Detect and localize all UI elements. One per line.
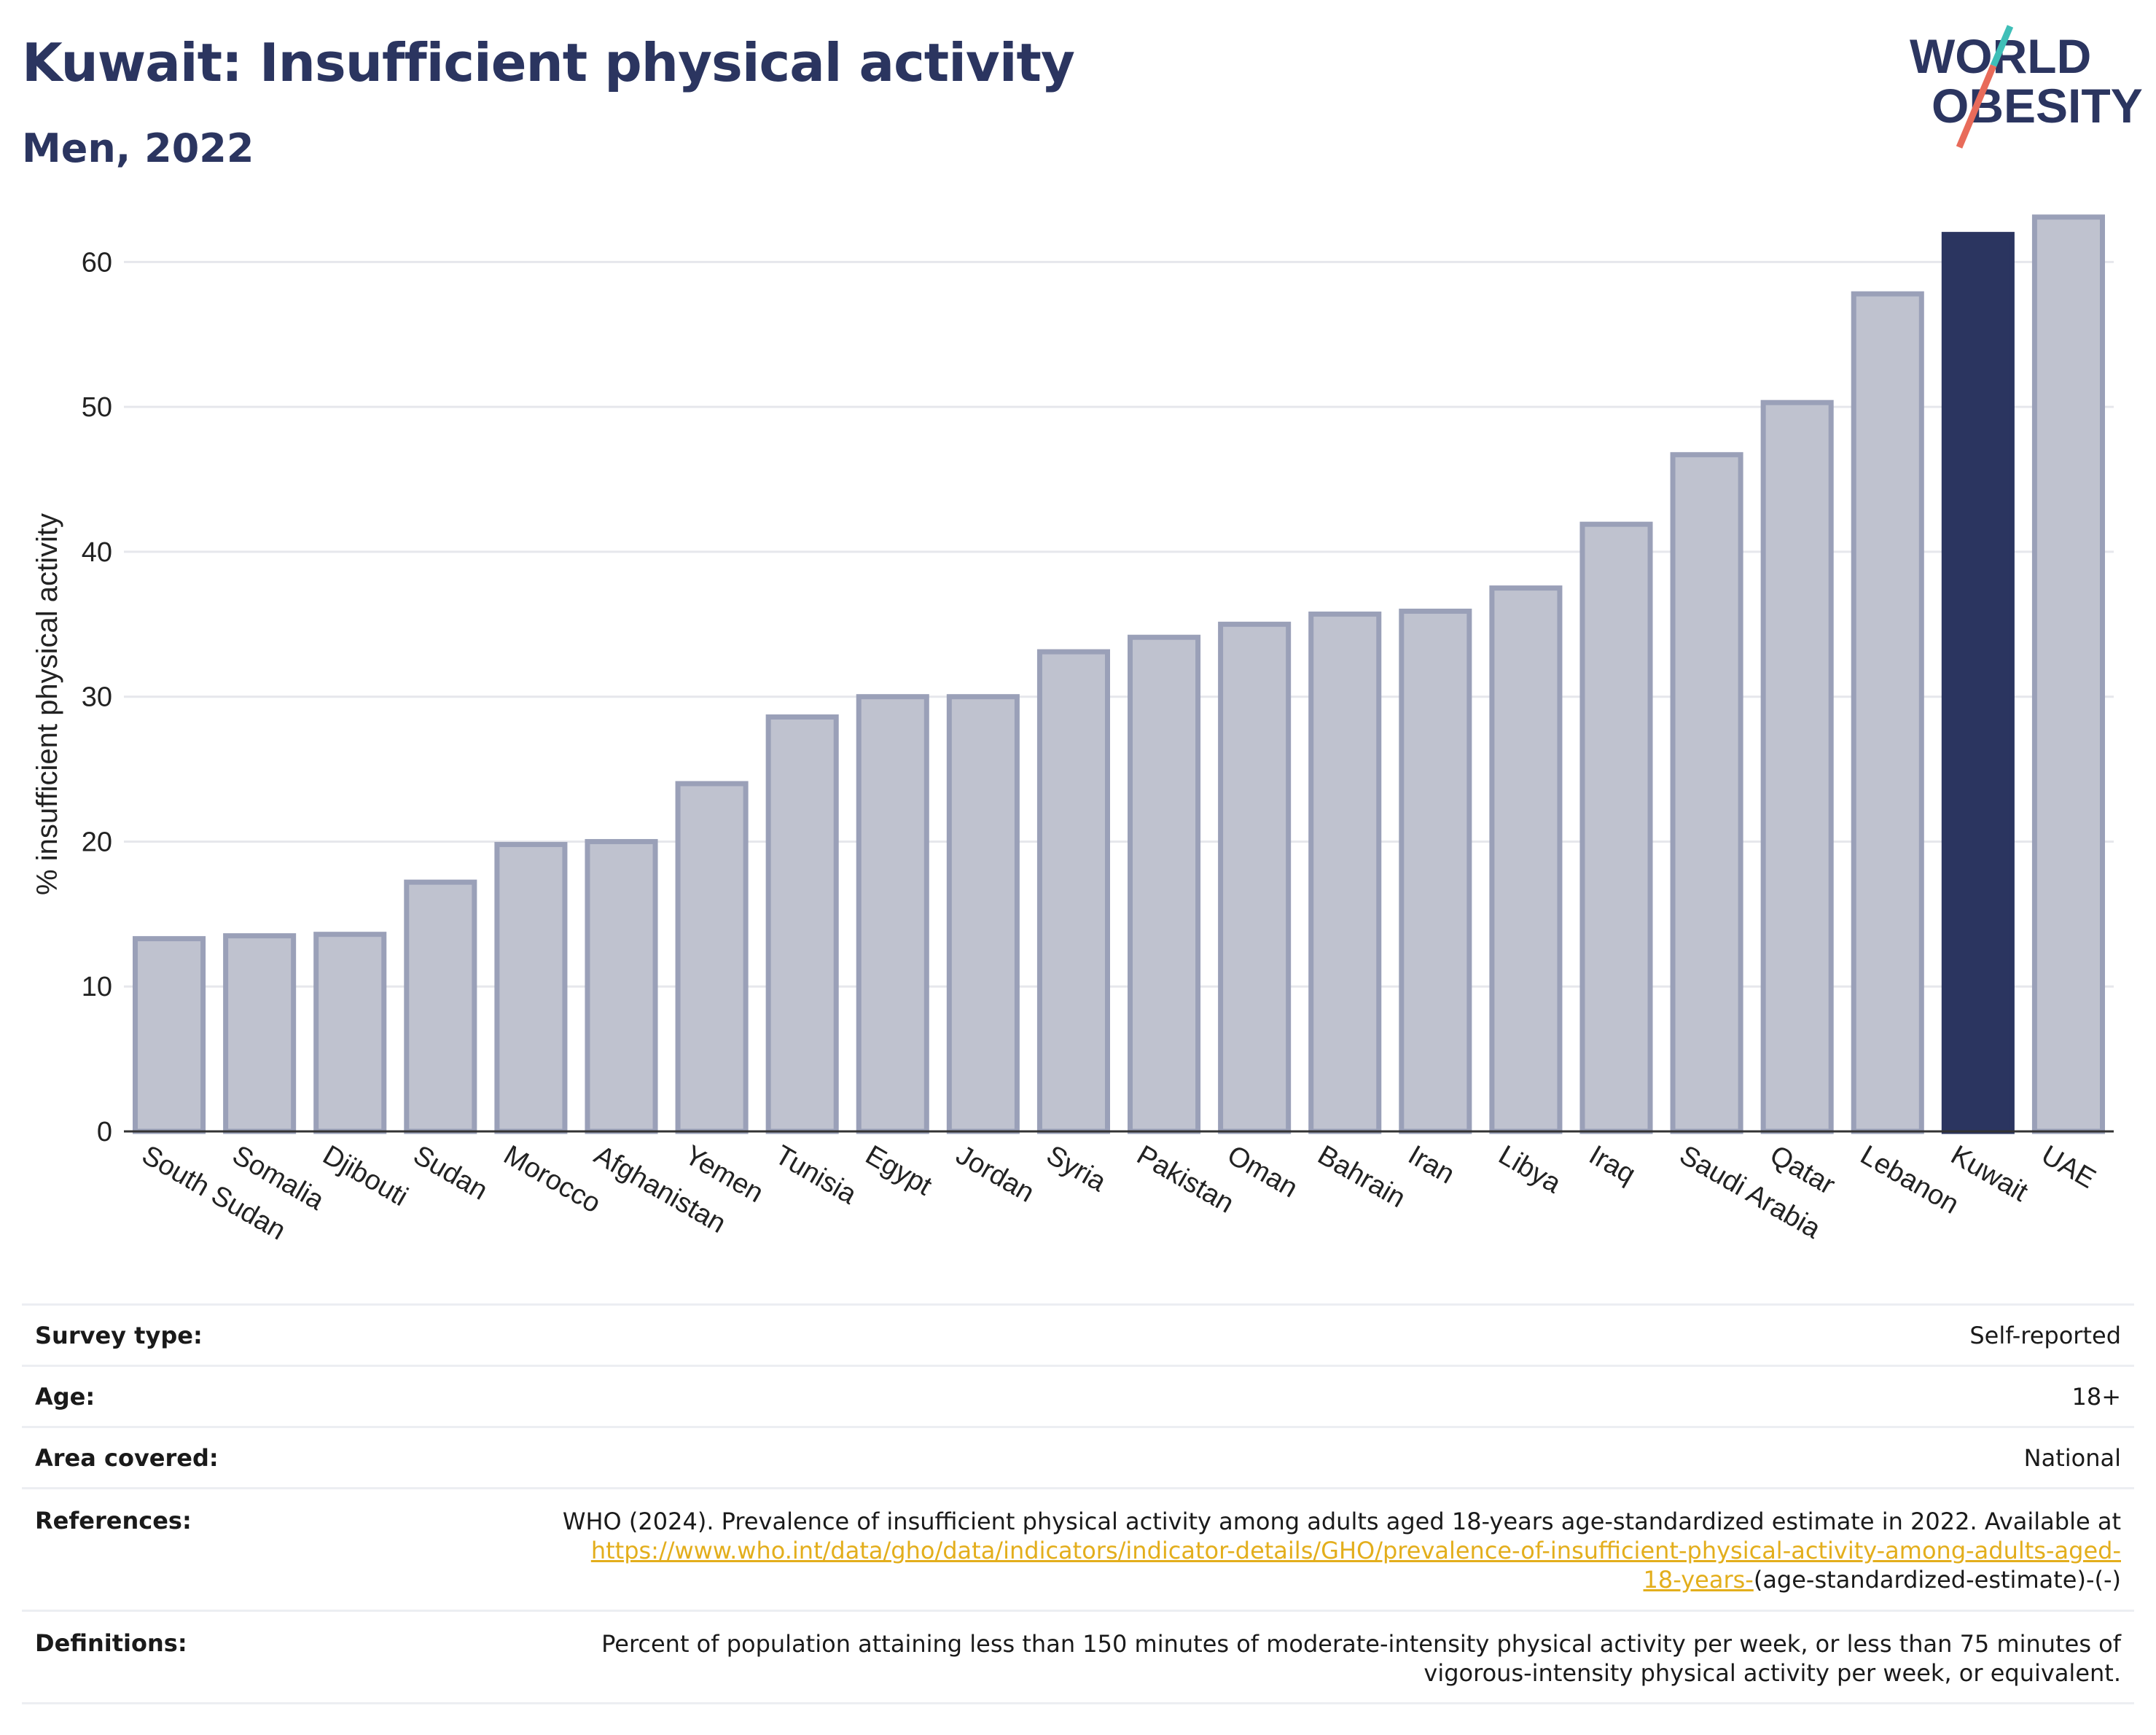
x-tick-label: Bahrain: [1313, 1139, 1410, 1214]
bar-qatar: [1760, 399, 1834, 1134]
bar-yemen: [675, 781, 749, 1134]
y-tick-label: 40: [82, 537, 112, 568]
bar-kuwait: [1941, 232, 2015, 1134]
x-tick-label: Sudan: [408, 1139, 493, 1206]
meta-row-references: References: WHO (2024). Prevalence of in…: [22, 1487, 2134, 1610]
x-tick-label: Iraq: [1584, 1139, 1641, 1190]
meta-value: Percent of population attaining less tha…: [601, 1629, 2121, 1702]
x-tick-label: Syria: [1041, 1139, 1112, 1198]
bar-djibouti: [313, 932, 387, 1134]
x-tick-label: Jordan: [950, 1139, 1039, 1208]
y-tick-label: 50: [82, 392, 112, 423]
bar-somalia: [223, 933, 297, 1134]
meta-label: Survey type:: [35, 1321, 203, 1349]
bar-south-sudan: [133, 936, 206, 1134]
meta-row-area: Area covered: National: [22, 1426, 2134, 1487]
y-tick-label: 20: [82, 827, 112, 857]
world-obesity-logo: WORLD OBESITY: [1910, 25, 2143, 149]
bar-sudan: [404, 879, 477, 1134]
x-tick-label: Pakistan: [1132, 1139, 1239, 1219]
x-tick-label: Morocco: [499, 1139, 606, 1219]
y-tick-label: 0: [97, 1117, 112, 1147]
x-tick-label: UAE: [2036, 1139, 2101, 1194]
bar-lebanon: [1851, 291, 1924, 1134]
meta-label: Area covered:: [35, 1443, 219, 1472]
meta-value: Self-reported: [1969, 1321, 2121, 1349]
meta-row-survey-type: Survey type: Self-reported: [22, 1303, 2134, 1365]
bar-egypt: [856, 694, 929, 1134]
chart-title: Kuwait: Insufficient physical activity: [22, 32, 1075, 93]
bar-pakistan: [1128, 634, 1201, 1134]
bar-uae: [2031, 214, 2105, 1134]
bar-oman: [1218, 621, 1292, 1134]
bar-iraq: [1579, 521, 1653, 1134]
x-tick-label: Lebanon: [1855, 1139, 1964, 1220]
y-axis-label: % insufficient physical activity: [31, 513, 63, 895]
meta-value: National: [2023, 1443, 2121, 1472]
meta-label: References:: [35, 1507, 192, 1535]
bar-tunisia: [765, 714, 839, 1134]
bar-morocco: [494, 841, 568, 1134]
bar-chart: 0 10 20 30 40 50 60 South SudanSomaliaDjibouti…: [31, 214, 2114, 1247]
reference-link-cont[interactable]: 18-years-: [1643, 1566, 1754, 1594]
meta-label: Age:: [35, 1382, 95, 1411]
meta-label: Definitions:: [35, 1629, 187, 1657]
x-tick-label: Tunisia: [770, 1139, 862, 1210]
y-tick-labels: 0 10 20 30 40 50 60: [82, 247, 112, 1147]
x-tick-label: Egypt: [860, 1139, 937, 1201]
bar-afghanistan: [585, 838, 658, 1134]
definition-line2: vigorous-intensity physical activity per…: [1423, 1659, 2121, 1687]
chart-subtitle: Men, 2022: [22, 125, 254, 171]
x-tick-label: Djibouti: [318, 1139, 413, 1212]
meta-value: 18+: [2071, 1382, 2121, 1411]
y-tick-label: 30: [82, 682, 112, 713]
y-tick-label: 60: [82, 247, 112, 278]
meta-row-age: Age: 18+: [22, 1365, 2134, 1426]
bar-saudi-arabia: [1670, 452, 1743, 1134]
x-tick-label: Libya: [1493, 1139, 1566, 1199]
meta-row-definitions: Definitions: Percent of population attai…: [22, 1610, 2134, 1704]
bar-bahrain: [1308, 611, 1382, 1134]
bar-syria: [1036, 649, 1110, 1134]
reference-link[interactable]: https://www.who.int/data/gho/data/indica…: [590, 1537, 2121, 1564]
logo-slash-coral: [1956, 64, 1997, 149]
bar-libya: [1489, 585, 1563, 1134]
reference-text: WHO (2024). Prevalence of insufficient p…: [562, 1508, 2121, 1535]
bar-iran: [1399, 608, 1472, 1134]
x-tick-label: Iran: [1403, 1139, 1460, 1190]
metadata-table: Survey type: Self-reported Age: 18+ Area…: [22, 1303, 2134, 1704]
reference-tail: (age-standardized-estimate)-(-): [1753, 1566, 2121, 1594]
meta-value: WHO (2024). Prevalence of insufficient p…: [563, 1507, 2121, 1610]
definition-line1: Percent of population attaining less tha…: [601, 1630, 2121, 1658]
logo-slash-teal: [1990, 25, 2014, 67]
bar-jordan: [946, 694, 1020, 1134]
bars: [133, 214, 2105, 1134]
y-tick-label: 10: [82, 972, 112, 1002]
